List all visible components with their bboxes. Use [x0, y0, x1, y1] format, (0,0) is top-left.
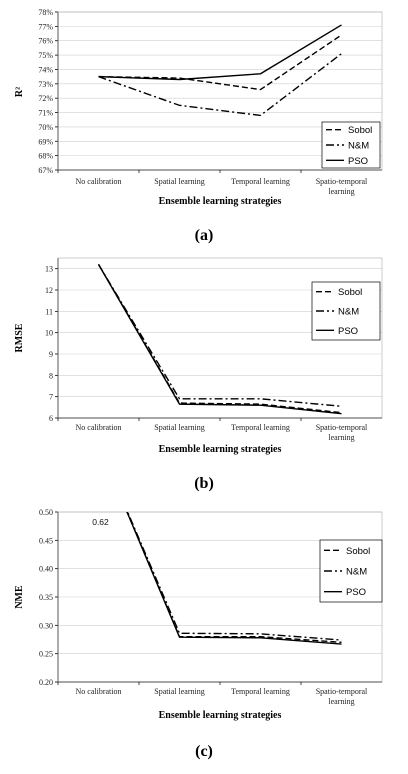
- series-line-nm: [97, 264, 342, 407]
- chart-0: 67% 68% 69% 70% 71% 72% 73% 74% 75% 76% 77% 78% No c…: [14, 8, 383, 244]
- x-tick-label: No calibration: [76, 687, 122, 696]
- legend-label: N&M: [348, 141, 369, 152]
- panel-label: (c): [195, 743, 213, 760]
- y-tick-label: 78%: [38, 8, 53, 17]
- y-tick-label: 13: [45, 265, 53, 274]
- y-tick-label: 73%: [38, 80, 53, 89]
- y-axis-label: RMSE: [14, 323, 25, 352]
- x-tick-label: Temporal learning: [231, 423, 290, 432]
- legend-label: PSO: [348, 156, 368, 167]
- y-tick-label: 70%: [38, 123, 53, 132]
- y-tick-label: 0.30: [39, 621, 53, 630]
- panel-label: (a): [195, 227, 214, 244]
- y-tick-label: 0.45: [39, 536, 53, 545]
- x-axis-label: Ensemble learning strategies: [159, 444, 282, 455]
- x-tick-label: No calibration: [76, 177, 122, 186]
- y-tick-label: 11: [45, 307, 53, 316]
- x-tick-label: Spatial learning: [154, 423, 204, 432]
- legend-label: Sobol: [348, 125, 372, 136]
- series-line-nm: [126, 512, 342, 641]
- series-line-sobol: [126, 512, 342, 644]
- series-line-sobol: [97, 264, 342, 414]
- y-tick-label: 0.35: [39, 593, 53, 602]
- y-tick-label: 77%: [38, 22, 53, 31]
- legend-label: N&M: [338, 307, 359, 318]
- series-line-nm: [98, 53, 342, 117]
- y-tick-label: 0.40: [39, 565, 53, 574]
- series-group: [97, 264, 342, 415]
- chart-2: 0.20 0.25 0.30 0.35 0.40 0.45 0.50 No calibrati…: [14, 508, 383, 760]
- x-axis-label: Ensemble learning strategies: [159, 196, 282, 207]
- legend-label: N&M: [346, 567, 367, 578]
- y-axis-label: NME: [14, 585, 25, 609]
- legend-label: Sobol: [346, 546, 370, 557]
- y-axis-label: R²: [14, 87, 25, 97]
- y-tick-label: 8: [49, 371, 53, 380]
- y-tick-label: 75%: [38, 51, 53, 60]
- x-tick-label: No calibration: [76, 423, 122, 432]
- x-tick-label: learning: [328, 187, 354, 196]
- x-tick-label: Spatio-temporal: [316, 177, 368, 186]
- x-tick-label: Spatio-temporal: [316, 423, 368, 432]
- y-tick-label: 10: [45, 329, 53, 338]
- value-annotation: 0.62: [92, 517, 109, 527]
- legend-label: PSO: [346, 587, 366, 598]
- y-tick-label: 7: [49, 393, 53, 402]
- x-tick-label: Temporal learning: [231, 177, 290, 186]
- y-tick-label: 68%: [38, 152, 53, 161]
- series-line-pso: [97, 264, 342, 415]
- x-tick-label: Temporal learning: [231, 687, 290, 696]
- y-tick-label: 67%: [38, 166, 53, 175]
- y-tick-label: 72%: [38, 94, 53, 103]
- x-tick-label: Spatial learning: [154, 177, 204, 186]
- x-tick-label: learning: [328, 697, 354, 706]
- y-tick-label: 74%: [38, 65, 53, 74]
- y-tick-label: 9: [49, 350, 53, 359]
- y-tick-label: 71%: [38, 109, 53, 118]
- y-tick-label: 0.50: [39, 508, 53, 517]
- y-tick-label: 69%: [38, 137, 53, 146]
- x-tick-label: learning: [328, 433, 354, 442]
- x-tick-label: Spatio-temporal: [316, 687, 368, 696]
- panel-label: (b): [194, 475, 214, 492]
- series-line-pso: [98, 24, 342, 81]
- series-group: [98, 24, 342, 117]
- y-tick-label: 12: [45, 286, 53, 295]
- x-tick-label: Spatial learning: [154, 687, 204, 696]
- y-tick-label: 76%: [38, 37, 53, 46]
- y-tick-label: 6: [49, 414, 53, 423]
- series-group: [126, 512, 342, 645]
- series-line-pso: [126, 512, 342, 645]
- series-line-sobol: [98, 34, 342, 91]
- x-axis-label: Ensemble learning strategies: [159, 710, 282, 721]
- y-tick-label: 0.20: [39, 678, 53, 687]
- chart-1: 6 7 8 9 10 11 12 13 No calibration Spatial learni…: [14, 257, 383, 492]
- y-tick-label: 0.25: [39, 650, 53, 659]
- legend-label: Sobol: [338, 287, 362, 298]
- legend-label: PSO: [338, 326, 358, 337]
